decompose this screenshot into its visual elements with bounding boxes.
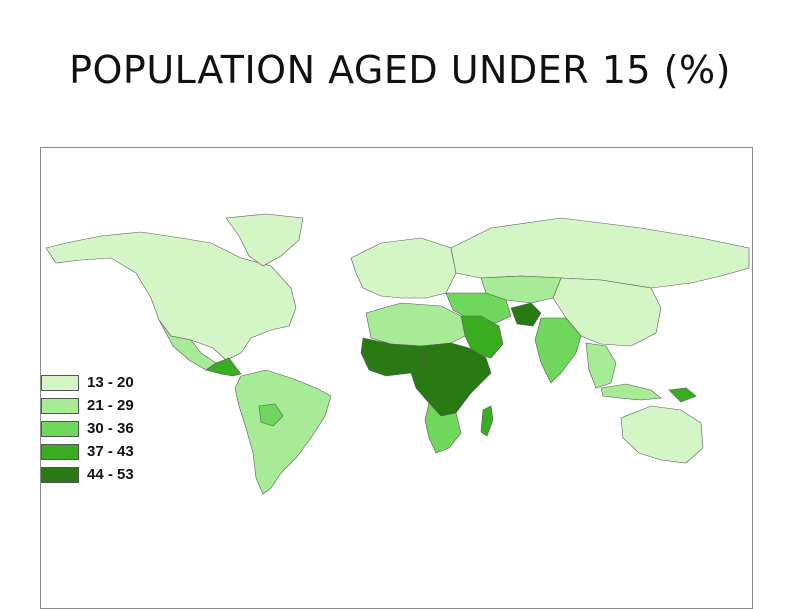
region-north-africa xyxy=(365,302,466,347)
region-south-america xyxy=(234,369,332,495)
legend-item: 44 - 53 xyxy=(41,463,134,486)
legend-swatch xyxy=(41,443,79,460)
legend-item: 13 - 20 xyxy=(41,371,134,394)
region-indonesia xyxy=(600,383,662,401)
region-afghanistan xyxy=(510,302,542,327)
legend-label: 37 - 43 xyxy=(87,443,134,460)
legend-swatch xyxy=(41,420,79,437)
legend-label: 21 - 29 xyxy=(87,397,134,414)
map-frame: 13 - 20 21 - 29 30 - 36 37 - 43 44 - 53 xyxy=(40,147,753,609)
region-papua-new-guinea xyxy=(668,387,697,403)
region-middle-east xyxy=(445,292,512,324)
region-europe xyxy=(350,237,457,299)
map-legend: 13 - 20 21 - 29 30 - 36 37 - 43 44 - 53 xyxy=(41,371,134,486)
region-saudi-arabia xyxy=(460,315,504,359)
legend-label: 13 - 20 xyxy=(87,374,134,391)
region-india xyxy=(534,317,582,384)
legend-item: 30 - 36 xyxy=(41,417,134,440)
region-australia xyxy=(620,405,704,464)
slide-title: POPULATION AGED UNDER 15 (%) xyxy=(69,48,731,92)
legend-item: 37 - 43 xyxy=(41,440,134,463)
region-southern-africa xyxy=(424,402,462,454)
region-central-america xyxy=(205,357,242,377)
legend-swatch xyxy=(41,466,79,483)
region-china xyxy=(552,277,662,347)
region-madagascar xyxy=(480,405,494,437)
legend-label: 30 - 36 xyxy=(87,420,134,437)
world-map xyxy=(45,213,750,495)
region-southeast-asia xyxy=(585,342,617,389)
legend-item: 21 - 29 xyxy=(41,394,134,417)
legend-swatch xyxy=(41,397,79,414)
region-bolivia xyxy=(258,403,284,427)
region-north-america xyxy=(45,231,297,361)
region-greenland xyxy=(225,213,304,267)
legend-swatch xyxy=(41,374,79,391)
legend-label: 44 - 53 xyxy=(87,466,134,483)
